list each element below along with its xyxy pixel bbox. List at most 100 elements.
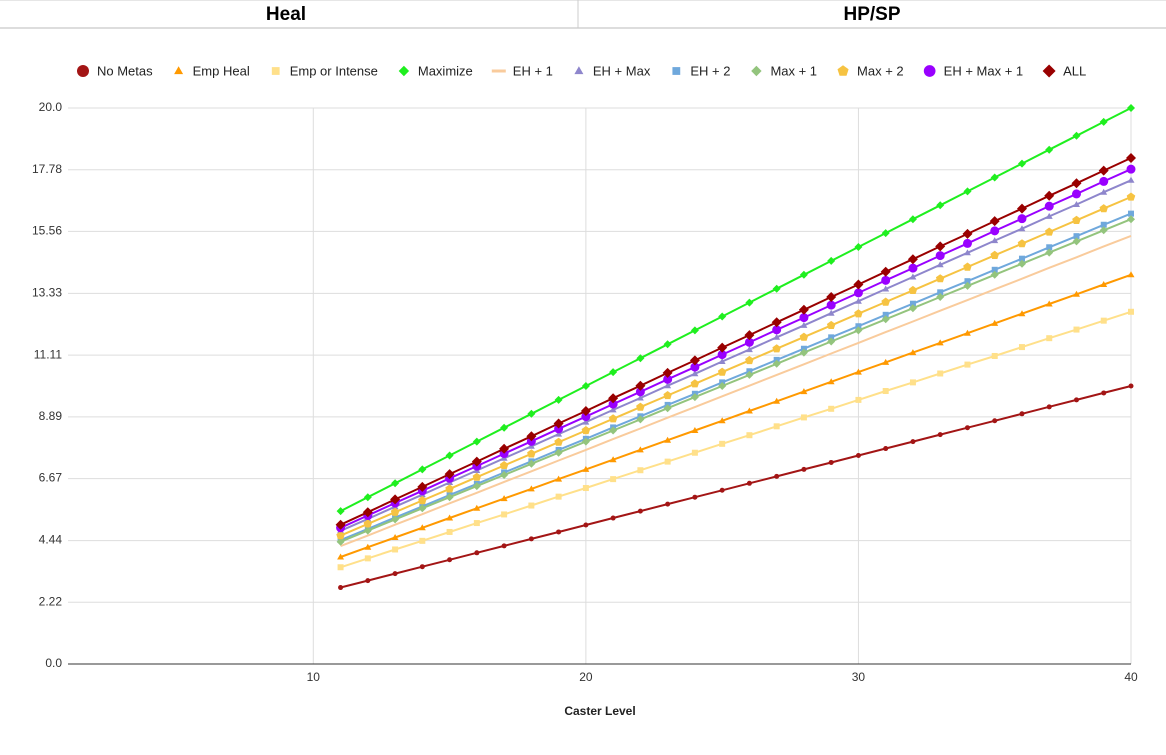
marker [719, 440, 726, 447]
marker [800, 321, 808, 328]
marker [662, 367, 673, 378]
marker [908, 285, 918, 294]
marker [664, 382, 672, 389]
marker [418, 524, 426, 531]
marker [828, 459, 834, 465]
marker [745, 407, 753, 414]
marker [882, 358, 890, 365]
marker [527, 449, 536, 458]
marker [1017, 239, 1027, 248]
marker [854, 243, 863, 251]
marker [718, 312, 727, 321]
marker [990, 250, 999, 259]
marker [609, 406, 617, 413]
marker [336, 531, 345, 540]
marker [690, 379, 700, 388]
marker [745, 298, 754, 307]
marker [690, 393, 699, 402]
x-axis-title: Caster Level [564, 704, 635, 718]
marker [336, 537, 345, 546]
marker [935, 241, 946, 252]
marker [580, 406, 591, 416]
marker [1098, 165, 1109, 176]
marker [365, 578, 371, 584]
marker [1073, 326, 1080, 333]
marker [936, 293, 945, 301]
series-line [340, 168, 1132, 529]
marker [880, 266, 891, 277]
legend-swatch [1042, 64, 1056, 78]
legend-swatch [174, 66, 184, 75]
marker [745, 355, 754, 365]
marker [610, 476, 617, 483]
marker [774, 473, 780, 479]
marker [553, 418, 564, 429]
marker [853, 288, 863, 298]
legend-label: Emp Heal [193, 63, 250, 78]
marker [690, 362, 700, 372]
marker [1100, 221, 1107, 228]
marker [636, 446, 644, 453]
marker [608, 414, 618, 423]
marker [1046, 335, 1053, 342]
marker [500, 495, 508, 502]
legend-label: No Metas [97, 63, 153, 78]
marker [473, 504, 481, 511]
marker [636, 415, 645, 424]
legend-label: Maximize [418, 63, 473, 78]
legend-swatch [77, 65, 89, 77]
marker [664, 458, 671, 465]
marker [854, 309, 863, 318]
marker [883, 446, 889, 452]
marker [989, 216, 1000, 227]
marker [472, 482, 481, 491]
series [337, 271, 1135, 560]
marker [663, 340, 672, 349]
marker [637, 508, 643, 514]
marker [1045, 300, 1053, 307]
marker [1101, 390, 1107, 396]
marker [390, 494, 401, 505]
marker [1100, 317, 1107, 324]
marker [691, 449, 698, 456]
marker [527, 485, 535, 492]
marker [526, 431, 537, 442]
marker [1044, 190, 1055, 201]
marker [882, 388, 889, 395]
marker [581, 426, 591, 435]
marker [910, 439, 916, 445]
marker [1127, 215, 1135, 224]
marker [419, 564, 425, 570]
marker [826, 292, 837, 302]
marker [1072, 131, 1081, 140]
marker [717, 367, 727, 376]
marker [771, 317, 782, 328]
marker [1073, 201, 1080, 207]
marker [962, 228, 973, 239]
marker [690, 326, 699, 335]
marker [499, 443, 510, 454]
marker [746, 432, 753, 439]
legend-label: ALL [1063, 63, 1086, 78]
marker [908, 263, 918, 273]
legend-item: Emp Heal [174, 63, 250, 78]
marker [554, 448, 563, 457]
marker [609, 456, 617, 463]
x-tick-label: 10 [307, 670, 321, 684]
marker [963, 281, 972, 290]
marker [717, 350, 727, 360]
marker [583, 522, 589, 528]
marker [390, 507, 400, 516]
marker [882, 285, 890, 292]
marker [362, 507, 373, 518]
marker [855, 323, 862, 330]
series [336, 192, 1136, 540]
series-line [340, 218, 1132, 543]
legend-item: ALL [1042, 63, 1086, 78]
marker [418, 496, 427, 505]
marker [853, 279, 864, 290]
marker [881, 275, 891, 285]
marker [1127, 176, 1135, 183]
marker [582, 465, 590, 472]
